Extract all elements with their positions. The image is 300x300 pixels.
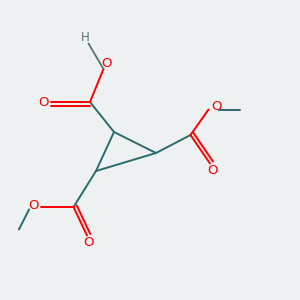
Text: O: O: [208, 164, 218, 177]
Text: O: O: [28, 199, 38, 212]
Text: O: O: [38, 95, 49, 109]
Text: O: O: [101, 57, 112, 70]
Text: H: H: [80, 31, 89, 44]
Text: O: O: [83, 236, 94, 249]
Text: O: O: [211, 100, 221, 113]
